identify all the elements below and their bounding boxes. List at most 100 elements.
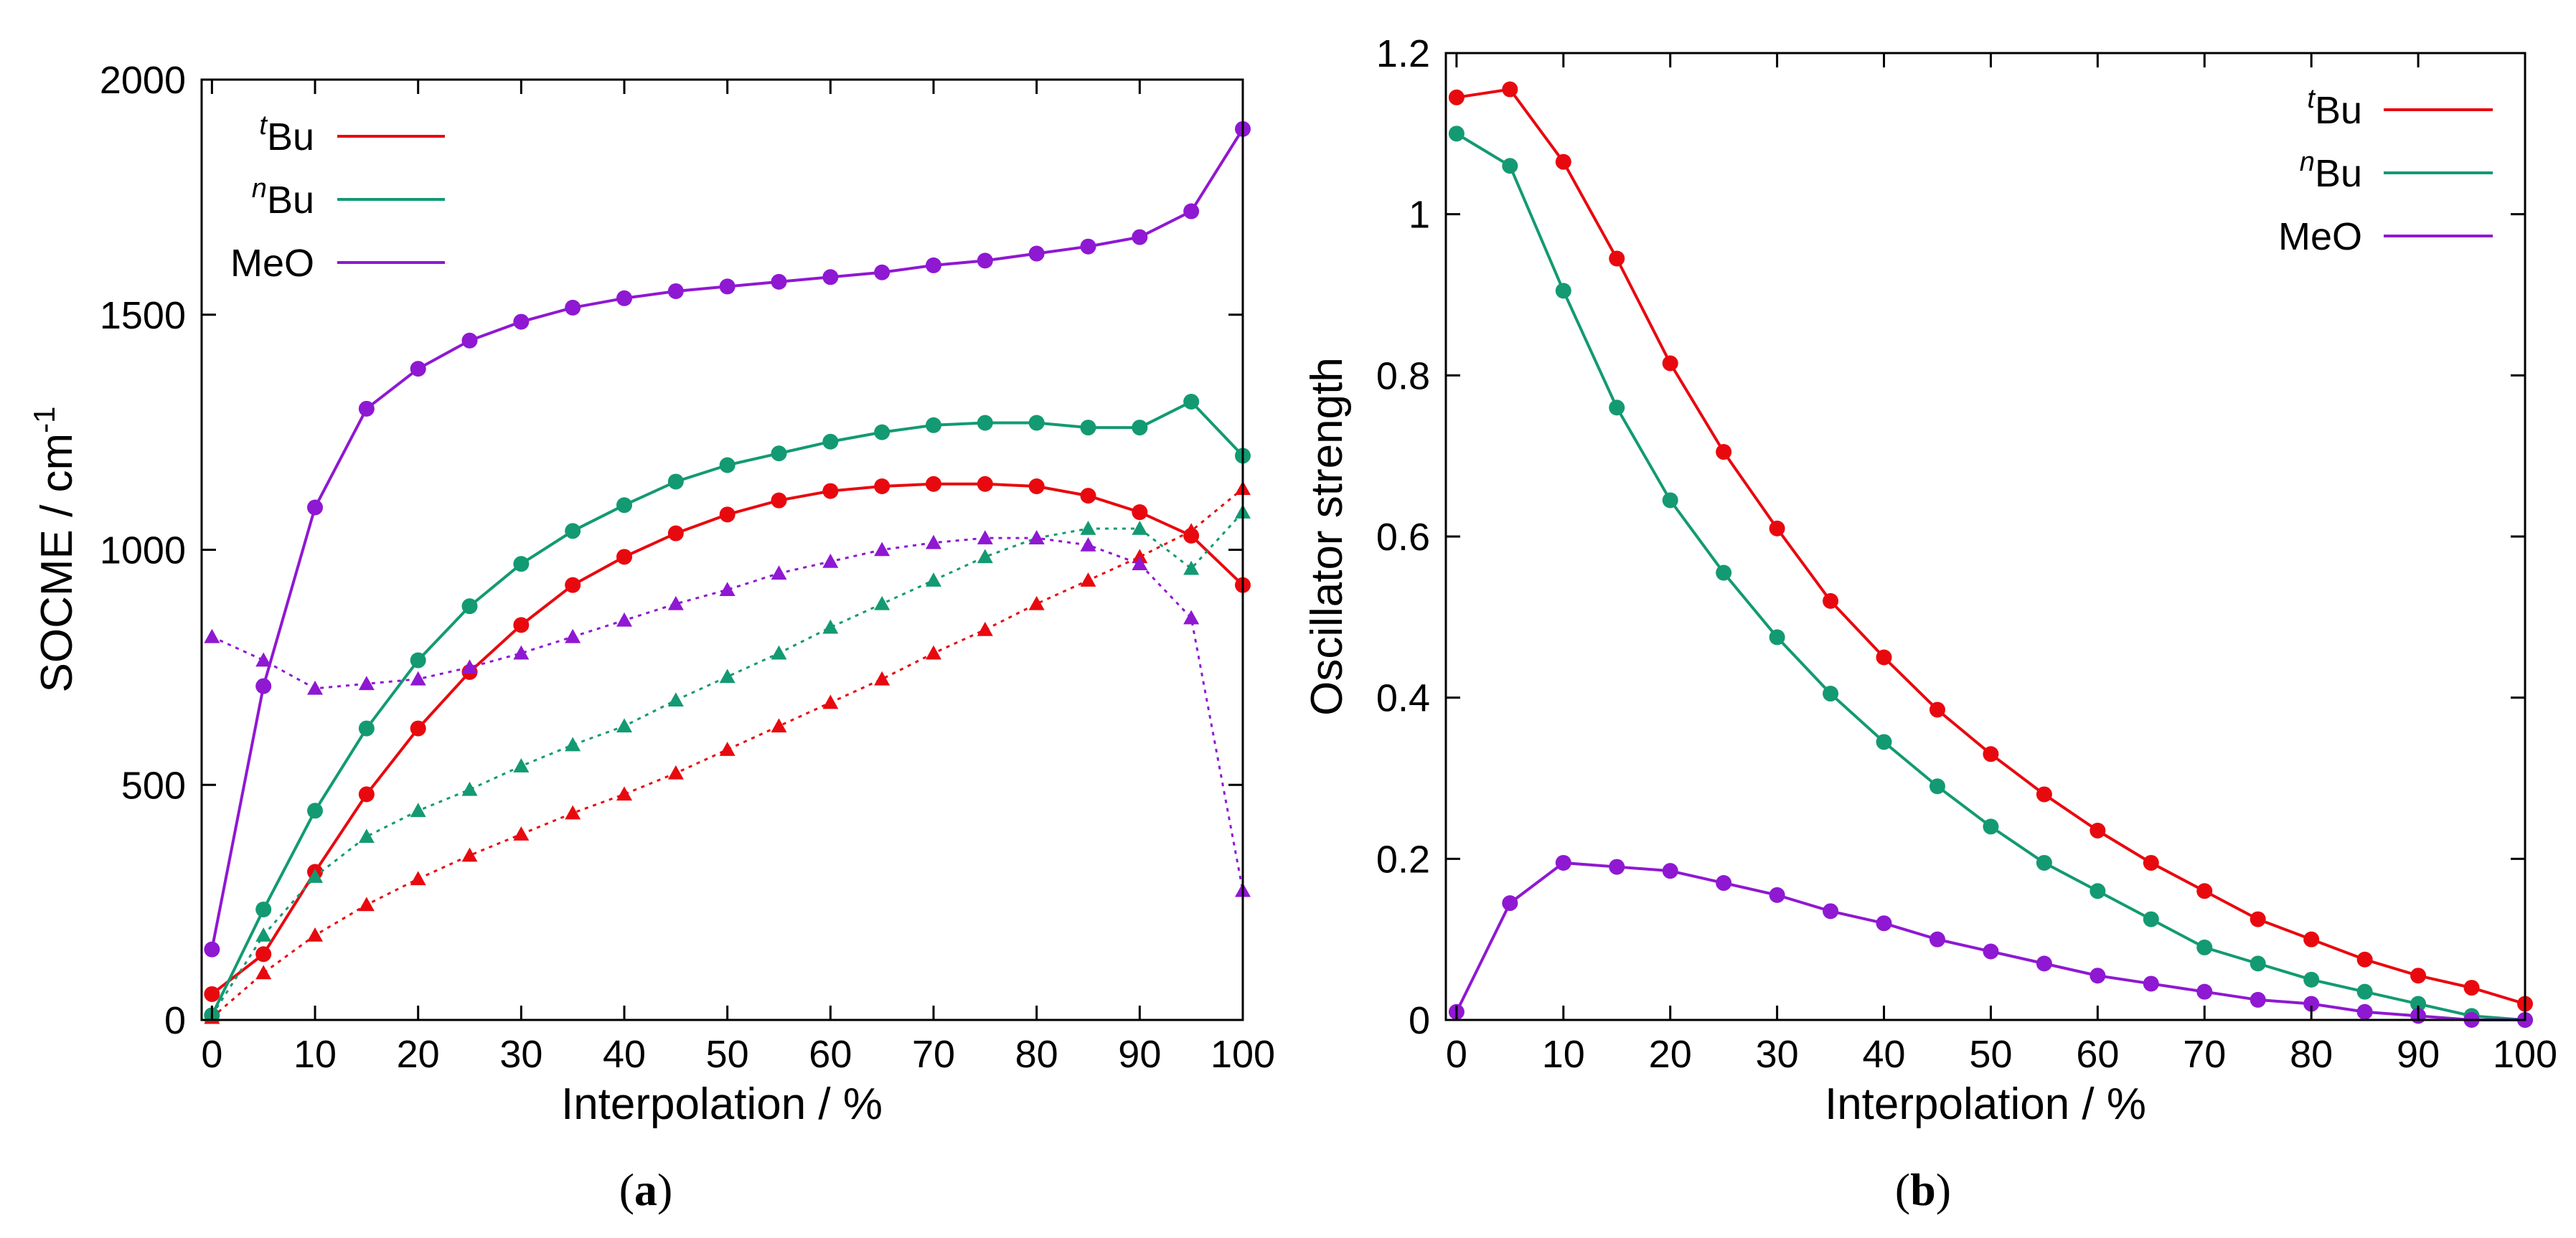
panel-a-y-tick-label: 1500 xyxy=(100,294,186,337)
panel-a-point-nBu xyxy=(307,803,324,819)
panel-b-point-tBu xyxy=(1609,250,1625,267)
panel-a-point-MeO xyxy=(204,941,220,958)
panel-a-point-triangle-tBu xyxy=(771,718,787,733)
panel-a-point-tBu xyxy=(1028,478,1045,495)
panel-a-point-MeO xyxy=(565,299,581,316)
panel-a-x-tick-label: 40 xyxy=(603,1033,646,1076)
panel-a-x-tick-label: 0 xyxy=(201,1033,222,1076)
panel-a-y-axis-label-sup: -1 xyxy=(27,406,61,433)
panel-b-point-MeO xyxy=(1769,887,1785,903)
panel-a-point-MeO xyxy=(616,290,633,306)
panel-b-y-tick-label: 1.2 xyxy=(1376,32,1430,75)
panel-a-point-tBu xyxy=(977,476,993,492)
panel-a-point-triangle-nBu xyxy=(719,668,735,684)
panel-b-x-axis-label: Interpolation / % xyxy=(1825,1079,2146,1129)
panel-a-x-tick-label: 70 xyxy=(912,1033,955,1076)
panel-b-point-nBu xyxy=(2036,854,2052,871)
panel-a-point-triangle-MeO xyxy=(255,652,272,667)
panel-a-point-triangle-nBu xyxy=(358,828,375,844)
panel-a-point-tBu xyxy=(1132,504,1148,521)
panel-a-x-tick-label: 10 xyxy=(293,1033,337,1076)
panel-a-point-triangle-MeO xyxy=(977,530,993,544)
panel-b-point-MeO xyxy=(1502,895,1518,912)
panel-a-point-nBu xyxy=(977,415,993,431)
panel-a-point-tBu xyxy=(1080,488,1096,504)
panel-b-point-tBu xyxy=(1929,701,1945,718)
panel-a-point-nBu xyxy=(926,417,942,433)
panel-a-point-MeO xyxy=(461,332,478,349)
panel-b-point-nBu xyxy=(2356,983,2373,1000)
panel-a-point-nBu xyxy=(667,473,684,490)
panel-a-legend-label: MeO xyxy=(230,242,314,285)
panel-a-point-triangle-MeO xyxy=(1183,610,1200,625)
panel-a-point-triangle-MeO xyxy=(616,612,633,627)
panel-b-point-MeO xyxy=(2356,1003,2373,1020)
panel-b-point-tBu xyxy=(2356,951,2373,968)
panel-a-series-line-tBu xyxy=(211,482,1244,996)
panel-a-point-triangle-nBu xyxy=(771,645,787,660)
panel-a-y-tick-label: 500 xyxy=(121,764,186,807)
panel-a-y-tick-label: 1000 xyxy=(100,529,186,572)
panel-b-point-tBu xyxy=(2143,854,2159,871)
panel-b-point-tBu xyxy=(1502,81,1518,98)
panel-a-point-MeO xyxy=(307,499,324,516)
panel-b-point-MeO xyxy=(2036,955,2052,972)
panel-a-point-triangle-MeO xyxy=(926,534,942,549)
panel-b-point-nBu xyxy=(2196,939,2213,955)
panel-a-point-triangle-MeO xyxy=(1028,530,1045,544)
panel-b-series-line-nBu xyxy=(1455,132,2526,1021)
panel-b-x-tick-label: 20 xyxy=(1649,1033,1692,1076)
panel-b-point-nBu xyxy=(1983,818,1999,835)
panel-b-y-tick-label: 0.6 xyxy=(1376,516,1430,559)
panel-b-point-nBu xyxy=(2303,971,2320,988)
panel-b-marks xyxy=(1448,81,2533,1028)
panel-a-point-MeO xyxy=(977,252,993,269)
panel-b-point-nBu xyxy=(1876,734,1892,750)
panel-a-point-nBu xyxy=(1183,394,1200,410)
panel-a-point-triangle-MeO xyxy=(667,595,684,610)
panel-a-point-tBu xyxy=(565,577,581,593)
panel-a-point-MeO xyxy=(771,273,787,290)
panel-b-legend-item: nBu xyxy=(2300,147,2493,195)
panel-a-point-triangle-tBu xyxy=(616,786,633,801)
panel-a-point-triangle-tBu xyxy=(874,671,890,686)
panel-a-caption: (a) xyxy=(619,1164,673,1215)
panel-a-y-tick-label: 0 xyxy=(164,999,186,1042)
panel-a-point-tBu xyxy=(667,525,684,542)
panel-a-marks xyxy=(204,121,1251,1024)
panel-b-point-nBu xyxy=(2250,955,2266,972)
panel-a-point-MeO xyxy=(358,400,375,417)
panel-b-point-tBu xyxy=(1662,355,1678,372)
panel-b-point-tBu xyxy=(2410,968,2427,984)
panel-a-point-triangle-tBu xyxy=(926,645,942,660)
panel-a-point-nBu xyxy=(1080,420,1096,436)
panel-a-point-nBu xyxy=(822,433,839,450)
panel-a-point-MeO xyxy=(926,257,942,273)
panel-b-point-MeO xyxy=(2303,996,2320,1012)
panel-a-x-tick-label: 90 xyxy=(1118,1033,1161,1076)
panel-a-point-triangle-nBu xyxy=(513,758,530,772)
panel-b-point-MeO xyxy=(2090,968,2106,984)
panel-b-legend-item: tBu xyxy=(2307,84,2493,132)
panel-b-y-tick-label: 1 xyxy=(1409,194,1430,237)
panel-a-legend-label: nBu xyxy=(252,174,314,222)
panel-b-point-tBu xyxy=(2090,823,2106,839)
panel-b-axes-frame xyxy=(1444,52,2526,1021)
panel-a-point-triangle-MeO xyxy=(822,553,839,568)
panel-b-point-tBu xyxy=(2036,786,2052,803)
panel-b-y-tick-label: 0 xyxy=(1409,999,1430,1042)
panel-b-point-nBu xyxy=(1929,778,1945,795)
panel-b-point-MeO xyxy=(1609,859,1625,875)
panel-b-point-tBu xyxy=(2463,980,2480,996)
panel-a-point-triangle-MeO xyxy=(307,680,324,695)
panel-b-x-tick-label: 70 xyxy=(2183,1033,2226,1076)
panel-b-point-nBu xyxy=(1662,492,1678,509)
panel-a-point-triangle-tBu xyxy=(719,742,735,756)
panel-a-point-triangle-MeO xyxy=(513,645,530,660)
panel-b-point-tBu xyxy=(1769,520,1785,537)
panel-b-point-MeO xyxy=(2143,975,2159,992)
panel-a-point-triangle-nBu xyxy=(1080,521,1096,535)
